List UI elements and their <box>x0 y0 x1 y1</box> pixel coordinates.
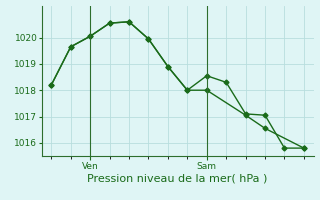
X-axis label: Pression niveau de la mer( hPa ): Pression niveau de la mer( hPa ) <box>87 173 268 183</box>
